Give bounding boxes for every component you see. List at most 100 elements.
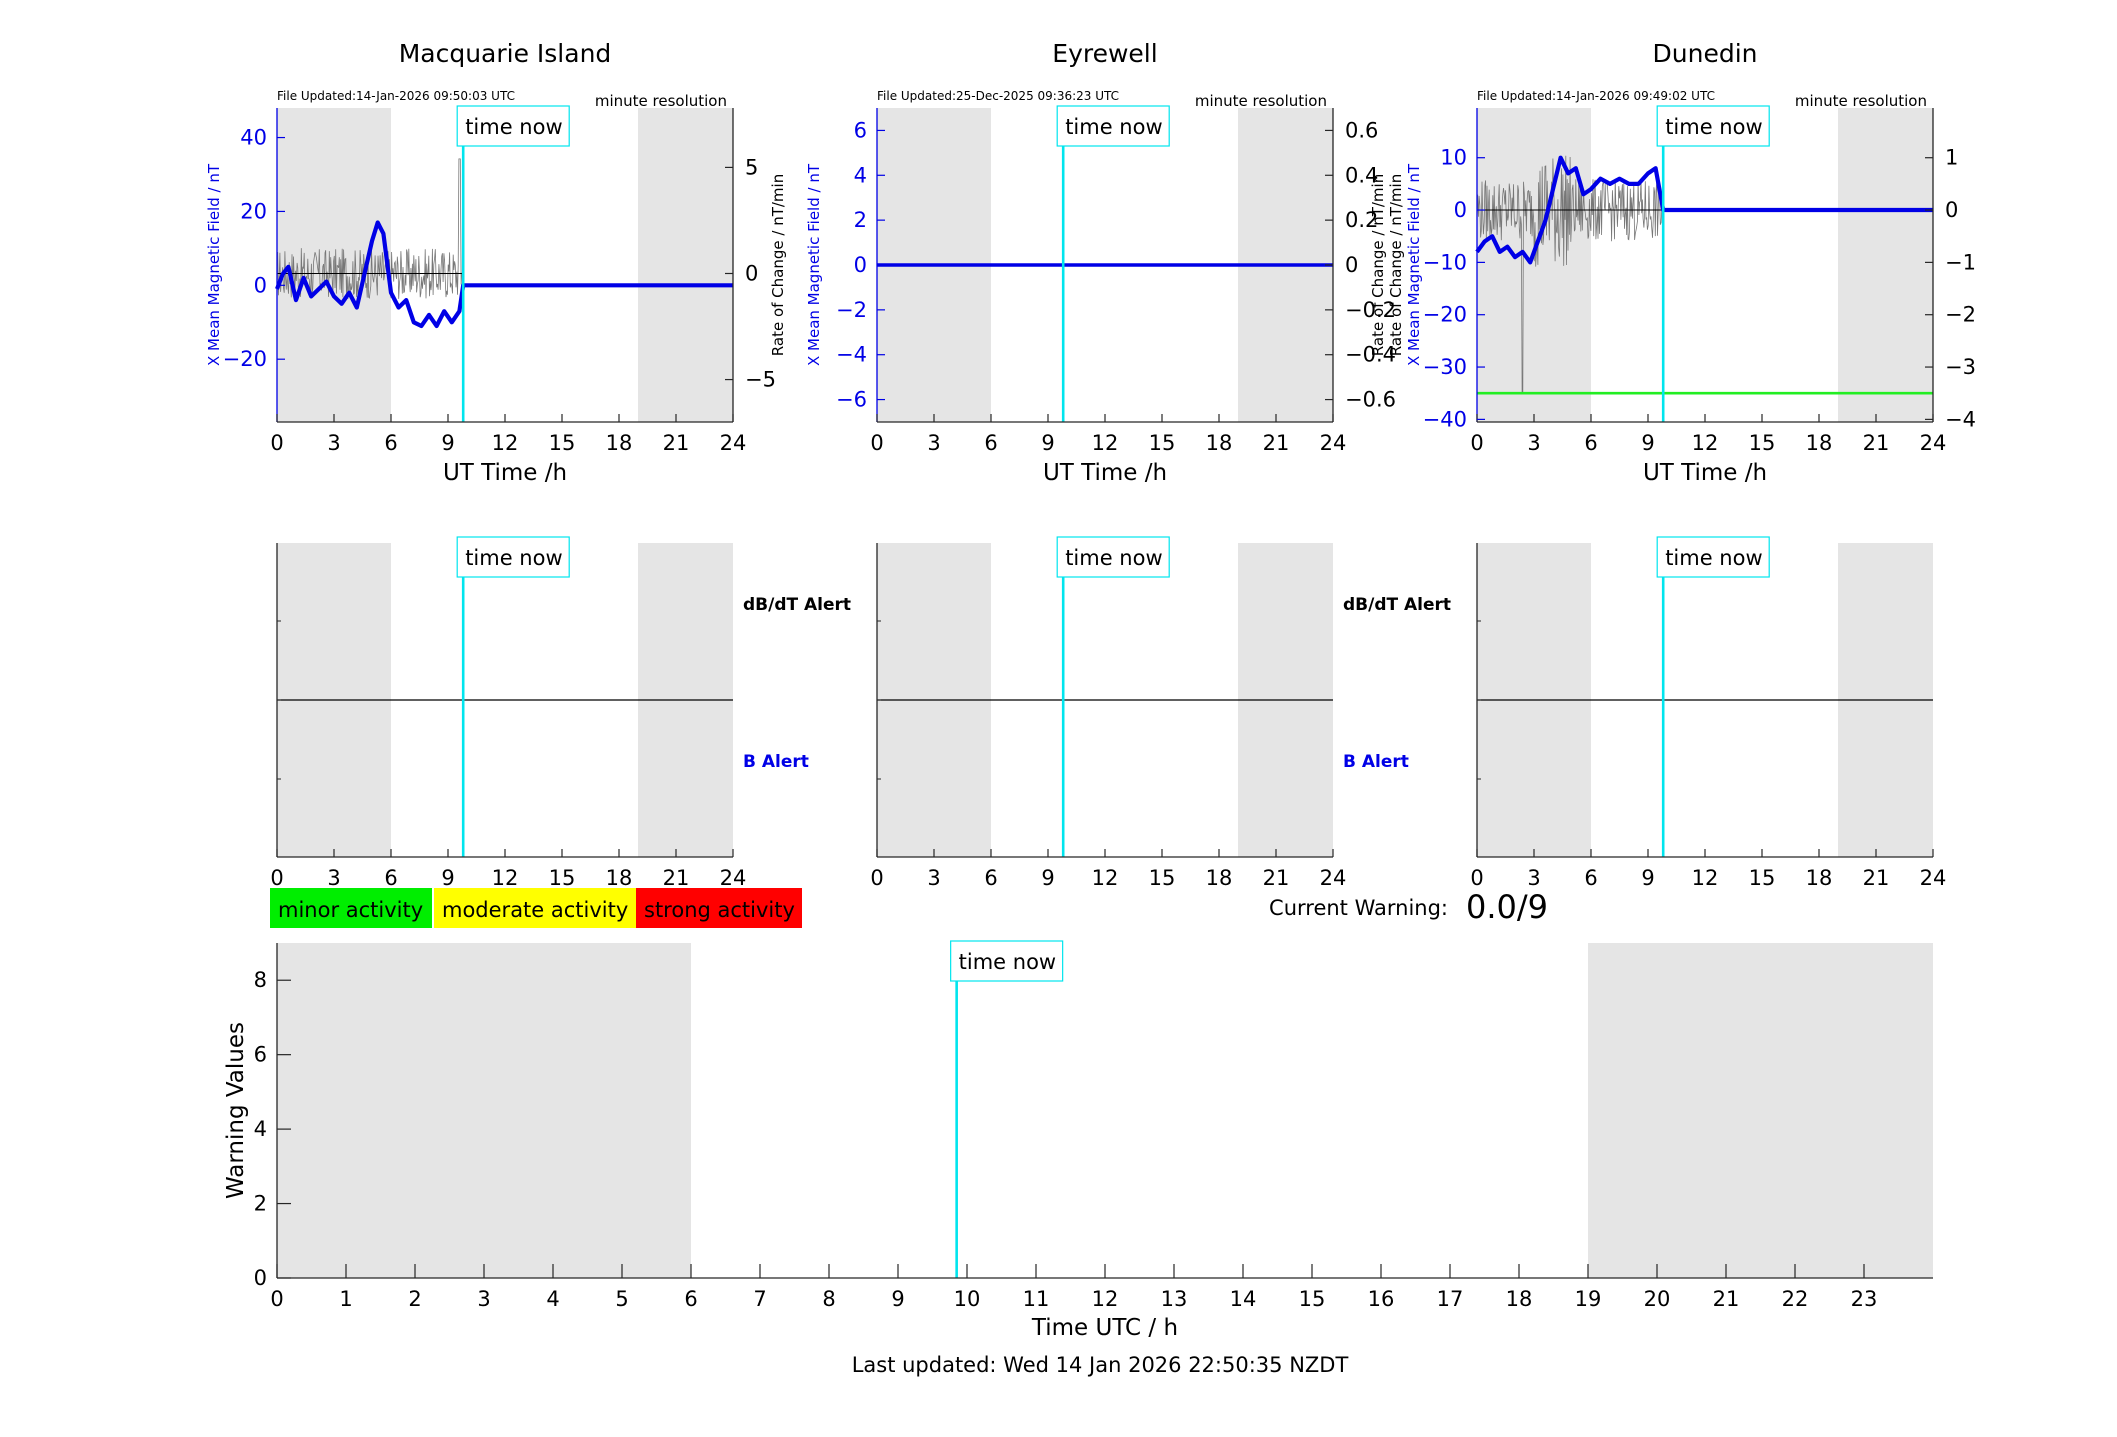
x-tick-label: 9 bbox=[1641, 866, 1654, 890]
x-tick-label: 15 bbox=[549, 866, 576, 890]
x-tick-label: 6 bbox=[384, 431, 397, 455]
x-tick-label: 6 bbox=[984, 431, 997, 455]
current-warning: Current Warning: 0.0/9 bbox=[1269, 888, 1548, 926]
time-now-box bbox=[456, 105, 570, 147]
y-tick-label: −30 bbox=[1423, 355, 1467, 379]
current-warning-label: Current Warning: bbox=[1269, 896, 1448, 920]
x-tick-label: 0 bbox=[1470, 866, 1483, 890]
x-tick-label: 17 bbox=[1437, 1287, 1464, 1311]
x-tick-label: 12 bbox=[1092, 431, 1119, 455]
y2-tick-label: −5 bbox=[745, 368, 776, 392]
x-tick-label: 19 bbox=[1575, 1287, 1602, 1311]
x-tick-label: 18 bbox=[606, 866, 633, 890]
strong-activity-label: strong activity bbox=[644, 898, 795, 922]
time-now-box bbox=[1056, 105, 1170, 147]
y-tick-label: −6 bbox=[836, 388, 867, 412]
x-tick-label: 0 bbox=[270, 1287, 283, 1311]
x-tick-label: 6 bbox=[984, 866, 997, 890]
x-tick-label: 5 bbox=[615, 1287, 628, 1311]
x-tick-label: 9 bbox=[1041, 866, 1054, 890]
y-tick-label: −4 bbox=[836, 343, 867, 367]
y2-tick-label: 0 bbox=[1945, 198, 1958, 222]
x-axis-label: UT Time /h bbox=[1043, 460, 1167, 486]
time-now-box bbox=[1656, 105, 1770, 147]
x-tick-label: 12 bbox=[492, 866, 519, 890]
x-tick-label: 3 bbox=[1527, 431, 1540, 455]
rate-of-change-series bbox=[276, 158, 464, 299]
x-tick-label: 0 bbox=[270, 431, 283, 455]
y2-axis-label: Rate of Change / nT/min bbox=[769, 174, 787, 356]
y-tick-label: 4 bbox=[254, 1117, 267, 1141]
y2-tick-label: −0.6 bbox=[1345, 388, 1396, 412]
y-tick-label: 10 bbox=[1440, 146, 1467, 170]
y-tick-label: −10 bbox=[1423, 250, 1467, 274]
x-tick-label: 24 bbox=[720, 431, 747, 455]
y-tick-label: 6 bbox=[254, 1043, 267, 1067]
minor-activity-swatch bbox=[270, 888, 432, 928]
minute-resolution-label: minute resolution bbox=[1195, 92, 1327, 110]
x-tick-label: 21 bbox=[1863, 866, 1890, 890]
night-shade bbox=[1838, 108, 1933, 422]
x-tick-label: 15 bbox=[549, 431, 576, 455]
time-now-box bbox=[456, 536, 570, 578]
dbdt-alert-label: dB/dT Alert bbox=[743, 595, 851, 615]
x-axis-label: UT Time /h bbox=[443, 460, 567, 486]
station-title: Dunedin bbox=[1653, 39, 1758, 68]
x-tick-label: 3 bbox=[1527, 866, 1540, 890]
x-tick-label: 16 bbox=[1368, 1287, 1395, 1311]
x-tick-label: 21 bbox=[1863, 431, 1890, 455]
x-tick-label: 21 bbox=[663, 431, 690, 455]
strong-activity-swatch bbox=[636, 888, 802, 928]
x-tick-label: 21 bbox=[1263, 866, 1290, 890]
y-tick-label: 6 bbox=[854, 118, 867, 142]
time-now-label: time now bbox=[465, 115, 562, 139]
x-tick-label: 18 bbox=[1206, 431, 1233, 455]
x-tick-label: 7 bbox=[753, 1287, 766, 1311]
station-title: Macquarie Island bbox=[399, 39, 612, 68]
x-tick-label: 20 bbox=[1644, 1287, 1671, 1311]
x-tick-label: 3 bbox=[327, 866, 340, 890]
night-shade bbox=[277, 943, 691, 1278]
x-tick-label: 24 bbox=[1320, 866, 1347, 890]
night-shade bbox=[1588, 943, 1933, 1278]
moderate-activity-label: moderate activity bbox=[442, 898, 628, 922]
x-tick-label: 12 bbox=[1092, 866, 1119, 890]
y-tick-label: 0 bbox=[854, 253, 867, 277]
x-axis-label: Time UTC / h bbox=[1031, 1315, 1178, 1341]
y2-tick-label: −1 bbox=[1945, 250, 1976, 274]
x-tick-label: 15 bbox=[1299, 1287, 1326, 1311]
x-tick-label: 6 bbox=[384, 866, 397, 890]
x-tick-label: 0 bbox=[870, 866, 883, 890]
minute-resolution-label: minute resolution bbox=[595, 92, 727, 110]
y-tick-label: 2 bbox=[254, 1192, 267, 1216]
x-tick-label: 0 bbox=[270, 866, 283, 890]
y-axis-label: Warning Values bbox=[223, 1022, 249, 1199]
b-alert-label: B Alert bbox=[743, 752, 809, 772]
x-tick-label: 18 bbox=[606, 431, 633, 455]
dbdt-alert-label: dB/dT Alert bbox=[1343, 595, 1451, 615]
current-warning-value: 0.0/9 bbox=[1466, 888, 1548, 926]
x-axis-label: UT Time /h bbox=[1643, 460, 1767, 486]
x-tick-label: 0 bbox=[870, 431, 883, 455]
x-tick-label: 18 bbox=[1506, 1287, 1533, 1311]
time-now-label: time now bbox=[959, 950, 1056, 974]
x-tick-label: 23 bbox=[1851, 1287, 1878, 1311]
x-tick-label: 9 bbox=[1641, 431, 1654, 455]
x-tick-label: 6 bbox=[1584, 431, 1597, 455]
station-chart-0: time now 0 3 6 9 12 15 18 21 24 −20 0 20 40 −5 0 5 Macqua… bbox=[205, 39, 787, 486]
alert-chart-1: time now 0 3 6 9 12 15 18 21 24 dB/dT Alert B Alert bbox=[870, 536, 1451, 890]
y2-tick-label: −0.2 bbox=[1345, 298, 1396, 322]
y2-tick-label: 0 bbox=[1345, 253, 1358, 277]
x-tick-label: 21 bbox=[1713, 1287, 1740, 1311]
y2-tick-label: 0.6 bbox=[1345, 118, 1378, 142]
alert-chart-2: time now 0 3 6 9 12 15 18 21 24 bbox=[1470, 536, 1946, 890]
x-tick-label: 12 bbox=[492, 431, 519, 455]
x-tick-label: 9 bbox=[891, 1287, 904, 1311]
file-updated-text: File Updated:14-Jan-2026 09:49:02 UTC bbox=[1477, 89, 1715, 103]
x-tick-label: 18 bbox=[1806, 866, 1833, 890]
x-tick-label: 24 bbox=[720, 866, 747, 890]
y2-tick-label: 5 bbox=[745, 155, 758, 179]
y2-tick-label: −3 bbox=[1945, 355, 1976, 379]
x-tick-label: 21 bbox=[663, 866, 690, 890]
